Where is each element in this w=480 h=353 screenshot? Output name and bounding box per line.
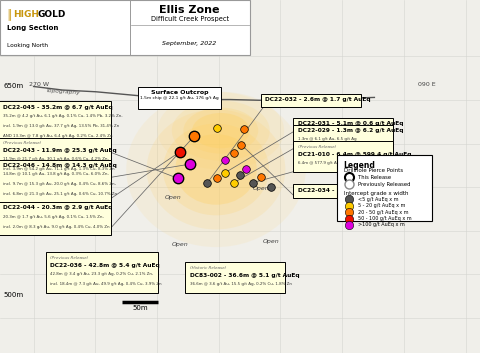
Text: 1.3m @ 6.1 g/t Au, 6.5 g/t Ag: 1.3m @ 6.1 g/t Au, 6.5 g/t Ag	[298, 137, 356, 141]
Text: Long Section: Long Section	[7, 25, 59, 31]
Text: DC22-029 - 1.3m @ 6.2 g/t AuEq: DC22-029 - 1.3m @ 6.2 g/t AuEq	[298, 128, 403, 133]
Text: 20.3m @ 1.7 g/t Au, 5.6 g/t Ag, 0.1% Cu, 1.5% Zn,: 20.3m @ 1.7 g/t Au, 5.6 g/t Ag, 0.1% Cu,…	[3, 215, 104, 219]
Text: DC22-044 - 20.3m @ 2.9 g/t AuEq: DC22-044 - 20.3m @ 2.9 g/t AuEq	[3, 205, 113, 210]
FancyBboxPatch shape	[293, 184, 393, 198]
FancyBboxPatch shape	[261, 94, 361, 107]
Ellipse shape	[126, 92, 306, 247]
Text: Surface Outcrop: Surface Outcrop	[151, 90, 208, 95]
Text: HIGH: HIGH	[13, 10, 39, 19]
Text: Topography: Topography	[46, 88, 81, 96]
Text: DC83-002 - 36.6m @ 5.1 g/t AuEq: DC83-002 - 36.6m @ 5.1 g/t AuEq	[190, 273, 299, 278]
Text: DC21-010 - 6.4m @ 599.4 g/t AuEq: DC21-010 - 6.4m @ 599.4 g/t AuEq	[298, 152, 411, 157]
FancyBboxPatch shape	[0, 138, 111, 178]
Text: DC22-031 - 5.1m @ 0.6 g/t AuEq: DC22-031 - 5.1m @ 0.6 g/t AuEq	[298, 121, 403, 126]
Text: Intercept grade x width: Intercept grade x width	[344, 191, 408, 196]
Text: 50 - 100 g/t AuEq x m: 50 - 100 g/t AuEq x m	[358, 216, 412, 221]
Text: incl. 2.0m @ 8.3 g/t Au, 9.0 g/t Ag, 0.4% Cu, 4.0% Zn: incl. 2.0m @ 8.3 g/t Au, 9.0 g/t Ag, 0.4…	[3, 225, 110, 228]
Text: 50m: 50m	[132, 305, 148, 311]
Text: Previously Released: Previously Released	[358, 182, 410, 187]
FancyBboxPatch shape	[0, 160, 111, 203]
Text: incl. 6.8m @ 21.3 g/t Au, 25.1 g/t Ag, 0.6% Cu, 10.7% Zn: incl. 6.8m @ 21.3 g/t Au, 25.1 g/t Ag, 0…	[3, 192, 118, 196]
Ellipse shape	[172, 101, 270, 161]
Text: AND 13.3m @ 7.8 g/t Au, 6.4 g/t Ag, 0.2% Cu, 2.4% Zn: AND 13.3m @ 7.8 g/t Au, 6.4 g/t Ag, 0.2%…	[3, 134, 113, 138]
Text: Ellis Zone: Ellis Zone	[159, 5, 220, 15]
Text: (Previous Release): (Previous Release)	[3, 141, 42, 145]
Text: (Previous Release): (Previous Release)	[298, 145, 336, 149]
FancyBboxPatch shape	[185, 262, 285, 293]
FancyBboxPatch shape	[0, 202, 111, 235]
Text: Difficult Creek Prospect: Difficult Creek Prospect	[151, 17, 228, 22]
Text: Legend: Legend	[344, 161, 375, 169]
Text: 14.8m @ 10.1 g/t Au, 13.8 g/t Ag, 0.3% Cu, 6.0% Zn,: 14.8m @ 10.1 g/t Au, 13.8 g/t Ag, 0.3% C…	[3, 172, 109, 176]
Ellipse shape	[183, 108, 258, 154]
Text: 11.9m @ 21.7 g/t Au, 30.1 g/t Ag, 0.6% Cu, 4.2% Zn,: 11.9m @ 21.7 g/t Au, 30.1 g/t Ag, 0.6% C…	[3, 157, 109, 161]
Text: DC22-034 - 14.7m @ 7.3 g/t AuEq: DC22-034 - 14.7m @ 7.3 g/t AuEq	[298, 188, 408, 193]
Text: incl. 3.9m @ 54.2 g/t Au, 71.1 g/t Ag, 1.3% Cu, 8.3% Zn: incl. 3.9m @ 54.2 g/t Au, 71.1 g/t Ag, 1…	[3, 167, 115, 171]
Text: >100 g/t AuEq x m: >100 g/t AuEq x m	[358, 222, 405, 227]
Text: <5 g/t AuEq x m: <5 g/t AuEq x m	[358, 197, 398, 202]
Text: Drillhole Pierce Points: Drillhole Pierce Points	[344, 168, 403, 173]
FancyBboxPatch shape	[46, 252, 158, 293]
Text: 270 W: 270 W	[29, 82, 49, 87]
Ellipse shape	[192, 113, 250, 148]
Text: DC22-046 - 14.8m @ 14.3 g/t AuEq: DC22-046 - 14.8m @ 14.3 g/t AuEq	[3, 163, 117, 168]
Text: 35.2m @ 4.2 g/t Au, 6.1 g/t Ag, 0.1% Cu, 1.4% Pb, 3.2% Zn,: 35.2m @ 4.2 g/t Au, 6.1 g/t Ag, 0.1% Cu,…	[3, 114, 123, 118]
Text: DC22-045 - 35.2m @ 6.7 g/t AuEq: DC22-045 - 35.2m @ 6.7 g/t AuEq	[3, 105, 113, 110]
Text: DC22-043 - 11.9m @ 25.3 g/t AuEq: DC22-043 - 11.9m @ 25.3 g/t AuEq	[3, 148, 117, 153]
Text: 6.4m @ 577.9 g/t Au, 2023 g/t Ag, 0.3% Cu, 2.2% Zn: 6.4m @ 577.9 g/t Au, 2023 g/t Ag, 0.3% C…	[298, 161, 403, 165]
Text: 650m: 650m	[4, 84, 24, 89]
Text: ║: ║	[6, 8, 12, 20]
Text: Open: Open	[165, 195, 181, 200]
Text: September, 2022: September, 2022	[162, 41, 217, 46]
Ellipse shape	[157, 92, 284, 169]
FancyBboxPatch shape	[293, 125, 393, 148]
Text: 5 - 20 g/t AuEq x m: 5 - 20 g/t AuEq x m	[358, 203, 406, 208]
Text: incl. 1.9m @ 13.0 g/t Au, 37.7 g/t Ag, 13.5% Pb, 31.4% Zn: incl. 1.9m @ 13.0 g/t Au, 37.7 g/t Ag, 1…	[3, 124, 120, 128]
Text: 42.8m @ 3.4 g/t Au, 23.3 g/t Ag, 0.2% Cu, 2.1% Zn,: 42.8m @ 3.4 g/t Au, 23.3 g/t Ag, 0.2% Cu…	[50, 272, 154, 276]
FancyBboxPatch shape	[0, 0, 250, 55]
FancyBboxPatch shape	[138, 87, 221, 109]
Text: This Release: This Release	[358, 175, 391, 180]
Text: (Previous Release): (Previous Release)	[50, 256, 89, 260]
FancyBboxPatch shape	[337, 155, 432, 221]
Text: DC22-032 - 2.6m @ 1.7 g/t AuEq: DC22-032 - 2.6m @ 1.7 g/t AuEq	[265, 97, 371, 102]
Ellipse shape	[147, 109, 285, 229]
Text: 1.5m chip @ 22.1 g/t Au, 176 g/t Ag: 1.5m chip @ 22.1 g/t Au, 176 g/t Ag	[140, 96, 219, 100]
FancyBboxPatch shape	[293, 118, 393, 131]
Text: 36.6m @ 3.6 g/t Au, 15.5 g/t Ag, 0.2% Cu, 1.8% Zn: 36.6m @ 3.6 g/t Au, 15.5 g/t Ag, 0.2% Cu…	[190, 282, 292, 286]
Text: 500m: 500m	[4, 292, 24, 298]
Text: incl. 9.7m @ 15.3 g/t Au, 20.0 g/t Ag, 0.4% Cu, 8.6% Zn,: incl. 9.7m @ 15.3 g/t Au, 20.0 g/t Ag, 0…	[3, 182, 116, 186]
Text: Looking North: Looking North	[7, 43, 48, 48]
FancyBboxPatch shape	[293, 141, 393, 172]
Text: 20 - 50 g/t AuEq x m: 20 - 50 g/t AuEq x m	[358, 210, 408, 215]
Text: incl. 18.4m @ 7.3 g/t Au, 49.9 g/t Ag, 0.4% Cu, 3.9% Zn: incl. 18.4m @ 7.3 g/t Au, 49.9 g/t Ag, 0…	[50, 282, 162, 286]
Ellipse shape	[175, 134, 257, 205]
FancyBboxPatch shape	[0, 101, 111, 144]
Text: GOLD: GOLD	[37, 10, 66, 19]
Text: Open: Open	[253, 186, 270, 191]
Ellipse shape	[163, 124, 269, 215]
Text: (Historic Release): (Historic Release)	[190, 266, 226, 270]
Text: DC22-036 - 42.8m @ 5.4 g/t AuEq: DC22-036 - 42.8m @ 5.4 g/t AuEq	[50, 263, 160, 268]
Text: 090 E: 090 E	[418, 82, 435, 87]
Text: Open: Open	[172, 242, 188, 247]
Text: Open: Open	[263, 239, 279, 244]
